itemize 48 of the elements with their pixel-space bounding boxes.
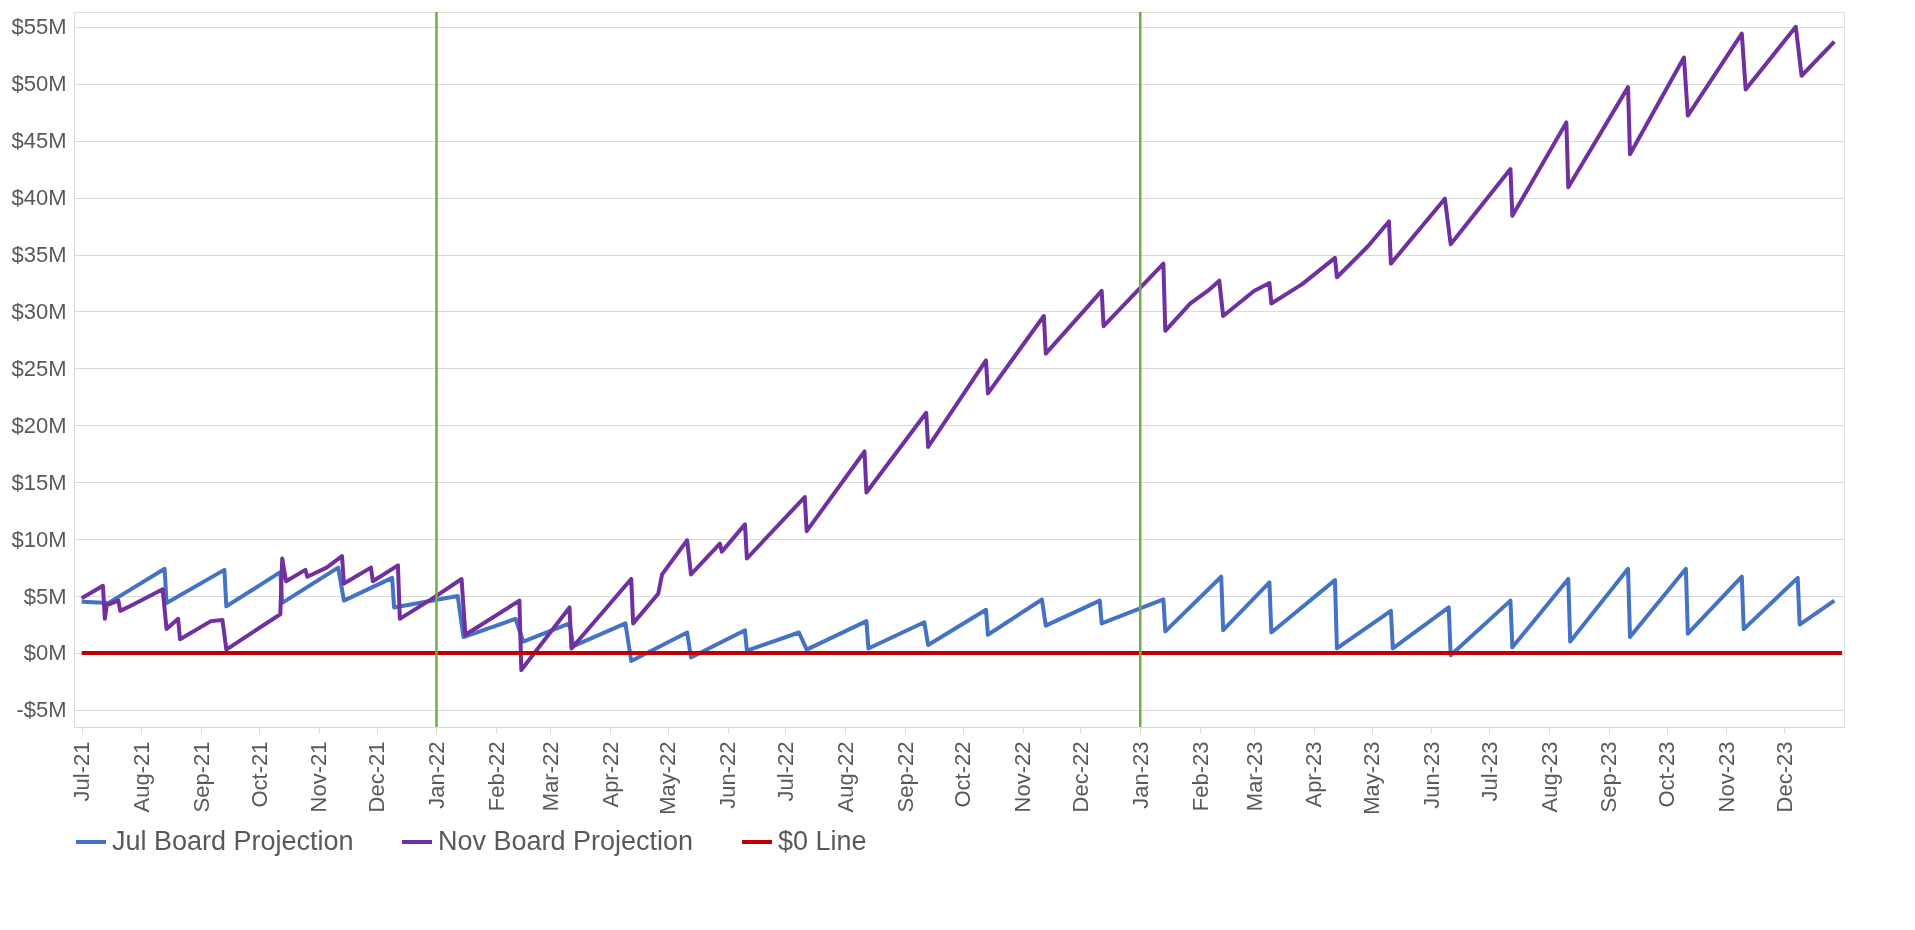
x-tick-label: Sep-22 xyxy=(892,741,918,813)
x-tick-label: Jul-22 xyxy=(772,741,798,802)
y-tick-label: $15M xyxy=(11,469,67,495)
legend-label: $0 Line xyxy=(778,826,867,856)
y-tick-label: $55M xyxy=(11,14,67,40)
line-series xyxy=(79,24,1837,673)
x-tick-label: Sep-23 xyxy=(1596,741,1622,813)
y-tick-label: $50M xyxy=(11,71,67,97)
x-tick-label: Jun-23 xyxy=(1418,741,1444,809)
y-tick-label: $35M xyxy=(11,242,67,268)
x-tick-label: Aug-23 xyxy=(1536,741,1562,813)
legend-label: Jul Board Projection xyxy=(112,826,354,856)
x-tick-label: Dec-21 xyxy=(364,741,390,813)
y-tick-label: $0M xyxy=(23,640,67,666)
line-series xyxy=(79,565,1837,663)
x-tick-label: Apr-23 xyxy=(1301,741,1327,808)
x-tick-label: Sep-21 xyxy=(188,741,214,813)
x-tick-label: Jul-21 xyxy=(69,741,95,802)
x-tick-label: Dec-22 xyxy=(1067,741,1093,813)
y-tick-label: $45M xyxy=(11,128,67,154)
x-tick-label: Dec-23 xyxy=(1771,741,1797,813)
x-tick-label: Feb-23 xyxy=(1187,741,1213,812)
x-tick-label: Jan-22 xyxy=(423,741,449,809)
x-tick-label: Nov-21 xyxy=(306,741,332,813)
x-tick-label: Jul-23 xyxy=(1476,741,1502,802)
x-tick-label: Apr-22 xyxy=(597,741,623,808)
x-tick-label: Oct-23 xyxy=(1654,741,1680,808)
y-tick-label: $40M xyxy=(11,185,67,211)
x-tick-label: Jan-23 xyxy=(1127,741,1153,809)
x-tick-label: Mar-23 xyxy=(1241,741,1267,812)
y-tick-label: $5M xyxy=(23,583,67,609)
x-tick-label: Mar-22 xyxy=(537,741,563,812)
x-tick-label: Feb-22 xyxy=(483,741,509,812)
y-tick-label: -$5M xyxy=(16,697,67,723)
legend-label: Nov Board Projection xyxy=(438,826,694,856)
y-tick-label: $20M xyxy=(11,412,67,438)
x-tick-label: Oct-22 xyxy=(950,741,976,808)
y-tick-label: $10M xyxy=(11,526,67,552)
x-tick-label: Nov-22 xyxy=(1010,741,1036,813)
x-tick-label: Nov-23 xyxy=(1713,741,1739,813)
y-tick-label: $30M xyxy=(11,298,67,324)
x-tick-label: May-22 xyxy=(655,741,681,815)
x-tick-label: Aug-21 xyxy=(128,741,154,813)
x-tick-label: Oct-21 xyxy=(246,741,272,808)
x-tick-label: Aug-22 xyxy=(832,741,858,813)
x-tick-label: Jun-22 xyxy=(715,741,741,809)
y-tick-label: $25M xyxy=(11,355,67,381)
x-tick-label: May-23 xyxy=(1359,741,1385,815)
